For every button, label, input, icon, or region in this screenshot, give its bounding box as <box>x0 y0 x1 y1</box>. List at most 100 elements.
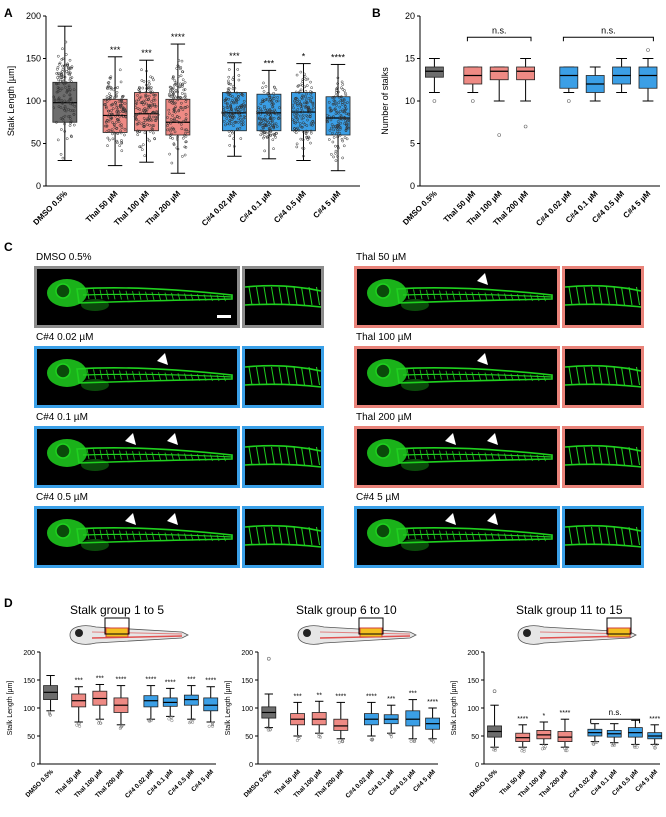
data-point <box>340 137 344 141</box>
data-point <box>233 121 237 124</box>
data-point <box>345 137 349 141</box>
category-label: DMSO 0.5% <box>468 768 499 799</box>
vessel-segment <box>119 370 122 380</box>
zoom-vessel-segment <box>598 446 603 466</box>
fish-body-outline <box>76 287 233 304</box>
zoom-dorsal-vessel <box>564 364 642 372</box>
zoom-vessel-segment <box>568 526 573 546</box>
zoom-vessel-segment <box>278 446 283 466</box>
vessel-segment <box>452 530 455 540</box>
data-point <box>148 82 151 86</box>
outlier-point <box>413 739 417 743</box>
outlier-point <box>265 726 269 730</box>
data-point <box>69 102 72 106</box>
data-point <box>336 76 340 80</box>
data-point <box>70 65 74 69</box>
zoom-vessel-segment <box>598 366 603 386</box>
data-point <box>60 99 64 102</box>
fish-schematic-group-11-15 <box>517 617 637 645</box>
data-point <box>311 123 314 127</box>
significance-label: *** <box>187 677 195 684</box>
data-point <box>59 73 63 77</box>
fish-yolk <box>401 299 429 311</box>
zoom-vessel-segment <box>271 366 275 386</box>
data-point <box>311 101 315 105</box>
data-point <box>117 105 120 109</box>
data-point <box>340 98 344 102</box>
vessel-segment <box>445 290 449 300</box>
data-point <box>240 105 244 109</box>
data-point <box>120 126 124 130</box>
data-point <box>223 100 227 104</box>
box-3: Thal 200 µM <box>491 58 536 228</box>
data-point <box>298 100 302 103</box>
data-point <box>334 112 338 116</box>
data-point <box>303 75 307 78</box>
y-tick-label: 100 <box>467 706 479 713</box>
zoom-vessel-segment <box>568 446 573 466</box>
zoom-ventral-vessel <box>564 383 642 388</box>
outlier-point <box>96 721 101 725</box>
zoom-vessel-segment <box>628 366 633 386</box>
data-point <box>143 154 147 158</box>
data-point <box>343 105 347 108</box>
data-point <box>332 99 336 102</box>
data-point <box>57 97 60 101</box>
data-point <box>259 107 262 111</box>
data-point <box>334 152 337 155</box>
data-point <box>58 99 62 102</box>
data-point <box>64 109 68 113</box>
zoom-vessel-segment <box>316 286 320 306</box>
data-point <box>114 103 118 107</box>
data-point <box>173 118 176 122</box>
category-label: C#4 5 µM <box>621 189 652 220</box>
data-point <box>293 99 296 103</box>
zoom-dorsal-vessel <box>564 444 642 452</box>
data-point <box>177 108 181 112</box>
data-point <box>172 143 176 147</box>
outlier-point <box>77 722 81 726</box>
y-axis-label: Stalk Length [µm] <box>225 681 232 736</box>
y-tick-label: 20 <box>405 11 415 21</box>
data-point <box>272 147 275 151</box>
data-point <box>293 127 296 131</box>
data-point <box>240 92 244 96</box>
data-point <box>184 131 187 135</box>
data-point <box>150 100 153 103</box>
data-point <box>180 127 184 131</box>
data-point <box>231 112 234 116</box>
data-point <box>110 112 114 116</box>
data-point <box>300 104 304 108</box>
data-point <box>227 109 230 113</box>
fish-eye <box>375 523 391 539</box>
significance-label: **** <box>560 710 571 717</box>
data-point <box>237 74 241 77</box>
zoom-vessel-segment <box>583 446 588 466</box>
data-point <box>227 87 231 90</box>
y-tick-label: 0 <box>36 181 41 191</box>
data-point <box>303 122 307 126</box>
data-point <box>151 103 155 106</box>
dorsal-vessel <box>402 453 553 458</box>
vessel-segment <box>125 370 129 380</box>
arrowhead-marker <box>157 353 168 365</box>
data-point <box>111 121 114 124</box>
data-point <box>225 105 229 109</box>
data-point <box>117 120 121 124</box>
data-point <box>237 94 240 98</box>
data-point <box>291 110 294 113</box>
vessel-segment <box>151 531 155 541</box>
data-point <box>342 110 346 114</box>
data-point <box>296 113 299 116</box>
data-point <box>300 117 304 121</box>
data-point <box>264 85 268 88</box>
outlier-point <box>523 124 528 129</box>
outlier-point <box>541 743 546 747</box>
significance-label: **** <box>649 716 660 723</box>
data-point <box>239 107 243 111</box>
outlier-point <box>318 732 322 736</box>
data-point <box>295 142 299 146</box>
outlier-point <box>167 717 171 721</box>
data-point <box>332 136 336 139</box>
significance-label: **** <box>165 679 176 686</box>
